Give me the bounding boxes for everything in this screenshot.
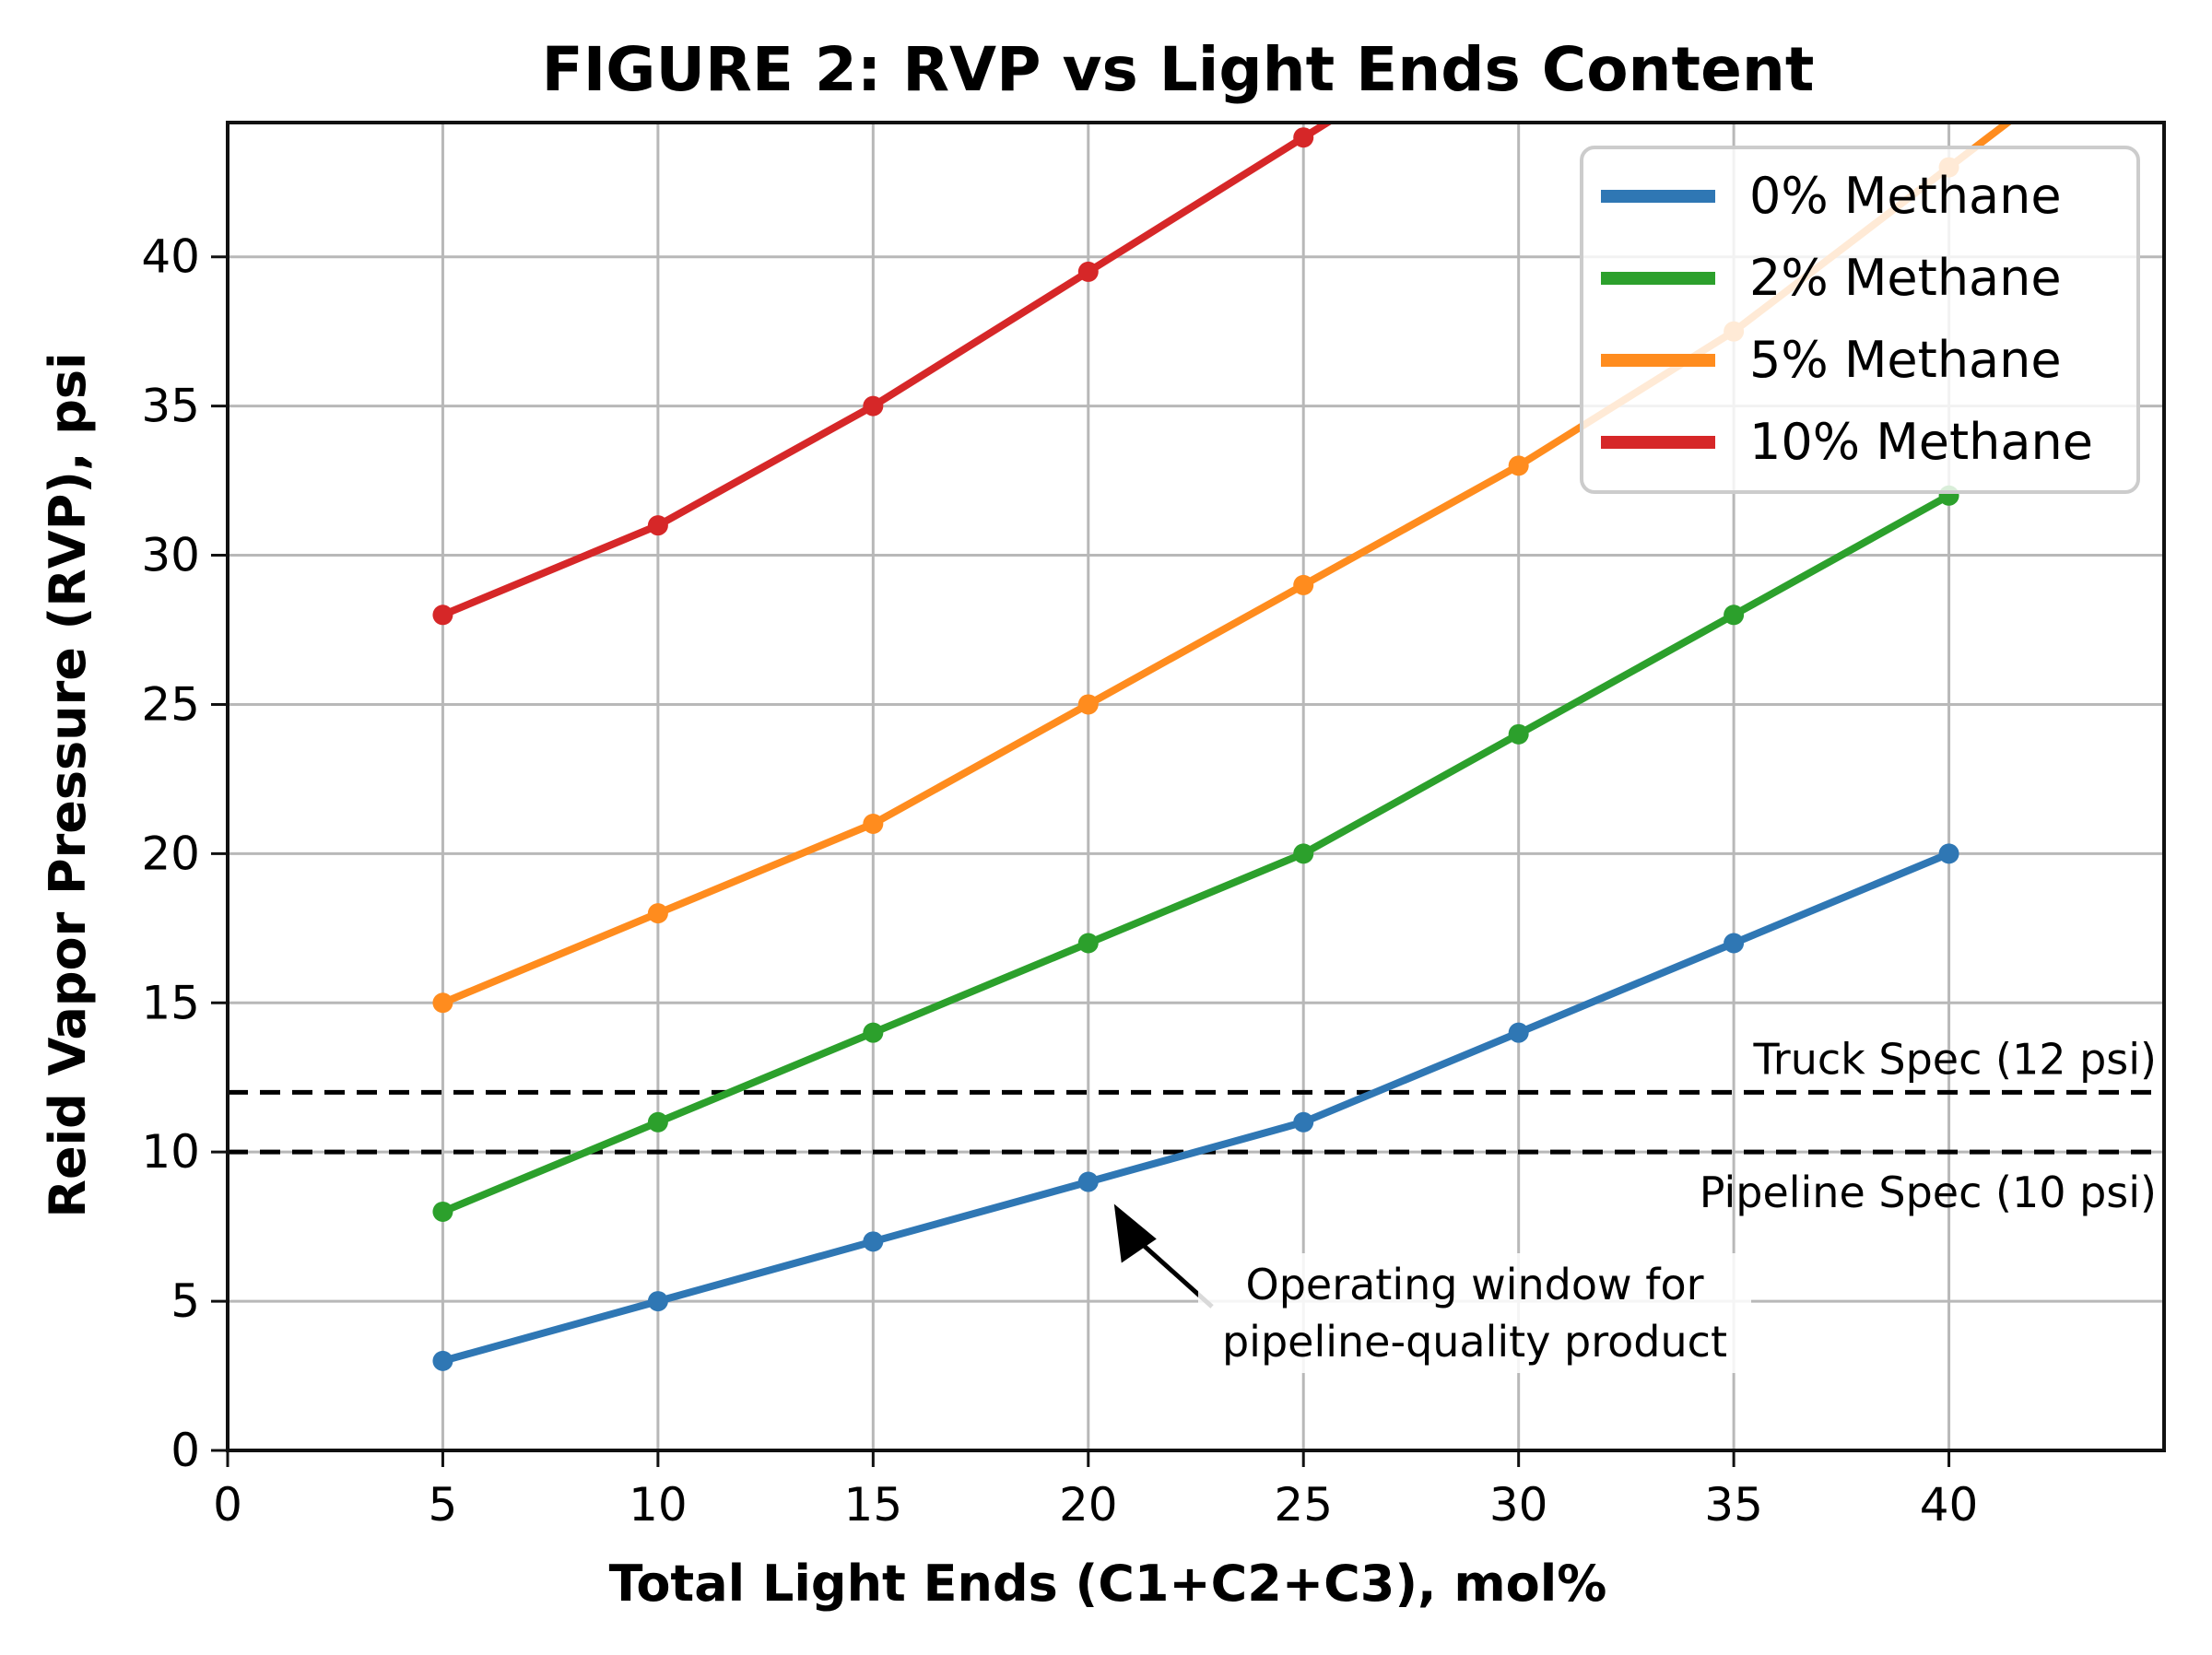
y-tick-label: 5 — [171, 1274, 200, 1328]
data-point — [1077, 694, 1099, 715]
legend-item: 5% Methane — [1601, 331, 2062, 389]
data-point — [1508, 1022, 1529, 1043]
legend-label: 0% Methane — [1749, 167, 2062, 225]
annotation-text-line2: pipeline-quality product — [1222, 1317, 1727, 1367]
legend-box — [1580, 146, 2140, 494]
y-tick-label: 25 — [141, 677, 200, 731]
data-point — [863, 1231, 884, 1252]
data-point — [863, 813, 884, 834]
legend-label: 10% Methane — [1749, 413, 2093, 471]
x-tick-label: 15 — [844, 1478, 903, 1532]
series-line — [432, 123, 1335, 626]
data-point — [1077, 933, 1099, 954]
y-axis-label: Reid Vapor Pressure (RVP), psi — [39, 352, 97, 1217]
data-point — [647, 1291, 668, 1312]
annotation-text-line1: Operating window for — [1246, 1260, 1704, 1309]
x-tick-label: 40 — [1920, 1478, 1979, 1532]
data-point — [1293, 127, 1314, 148]
x-tick-label: 20 — [1059, 1478, 1118, 1532]
reference-line-label: Pipeline Spec (10 psi) — [1700, 1168, 2157, 1217]
data-point — [432, 1350, 453, 1371]
data-point — [863, 395, 884, 417]
x-tick-label: 30 — [1489, 1478, 1548, 1532]
data-point — [1293, 1111, 1314, 1133]
legend-swatch-icon — [1601, 190, 1715, 203]
x-tick-label: 0 — [213, 1478, 242, 1532]
data-point — [1293, 843, 1314, 864]
x-tick-label: 25 — [1274, 1478, 1333, 1532]
data-point — [1938, 843, 1959, 864]
x-tick-label: 35 — [1704, 1478, 1763, 1532]
data-point — [647, 515, 668, 536]
legend-label: 5% Methane — [1749, 331, 2062, 389]
data-point — [432, 1201, 453, 1222]
series-line — [432, 485, 1959, 1222]
data-point — [1293, 574, 1314, 595]
data-point — [647, 903, 668, 924]
legend: 0% Methane 2% Methane 5% Methane 10% Methan… — [1580, 146, 2140, 494]
y-tick-label: 15 — [141, 976, 200, 1029]
legend-item: 10% Methane — [1601, 413, 2093, 471]
data-point — [1077, 261, 1099, 282]
data-point — [1724, 604, 1745, 626]
x-axis-label: Total Light Ends (C1+C2+C3), mol% — [609, 1555, 1607, 1613]
y-axis-ticks: 0 5 10 15 20 25 30 35 40 — [141, 230, 228, 1477]
data-point — [432, 604, 453, 626]
x-tick-label: 10 — [629, 1478, 688, 1532]
y-tick-label: 30 — [141, 529, 200, 582]
data-point — [863, 1022, 884, 1043]
reference-lines: Truck Spec (12 psi) Pipeline Spec (10 psi… — [228, 1034, 2164, 1217]
x-axis-ticks: 0 5 10 15 20 25 30 35 40 — [213, 1450, 1978, 1532]
legend-swatch-icon — [1601, 272, 1715, 285]
legend-label: 2% Methane — [1749, 249, 2062, 307]
data-point — [1508, 723, 1529, 745]
y-tick-label: 20 — [141, 827, 200, 880]
arrowhead-icon — [1113, 1203, 1157, 1263]
plot-frame — [226, 121, 2166, 1452]
y-tick-label: 10 — [141, 1125, 200, 1179]
data-point — [647, 1111, 668, 1133]
chart-title: FIGURE 2: RVP vs Light Ends Content — [542, 34, 1815, 105]
annotation: Operating window for pipeline-quality pro… — [1113, 1203, 1751, 1373]
data-point — [432, 992, 453, 1014]
reference-line-label: Truck Spec (12 psi) — [1752, 1034, 2157, 1084]
data-point — [1724, 933, 1745, 954]
legend-swatch-icon — [1601, 436, 1715, 449]
data-point — [1077, 1171, 1099, 1192]
series-line — [432, 843, 1959, 1371]
y-tick-label: 0 — [171, 1424, 200, 1477]
y-tick-label: 40 — [141, 230, 200, 284]
legend-swatch-icon — [1601, 354, 1715, 367]
legend-item: 2% Methane — [1601, 249, 2062, 307]
x-tick-label: 5 — [429, 1478, 458, 1532]
data-point — [1508, 455, 1529, 476]
legend-item: 0% Methane — [1601, 167, 2062, 225]
y-tick-label: 35 — [141, 380, 200, 433]
